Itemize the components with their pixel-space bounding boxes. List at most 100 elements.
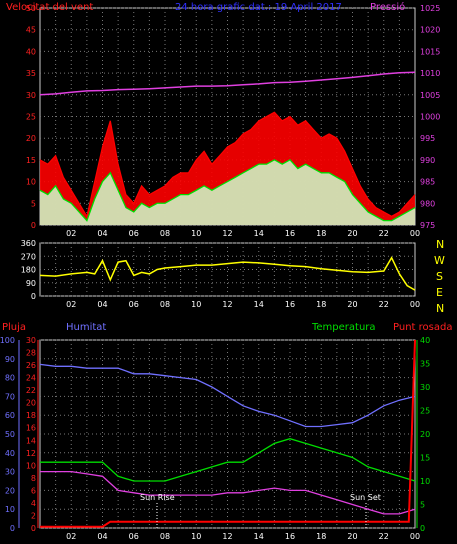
rain-tick-label: 0	[31, 524, 36, 533]
sunset-annotation: Sun Set	[350, 493, 381, 502]
series-line-punt-rosada	[40, 470, 416, 515]
wind-speed-tick-label: 35	[26, 69, 36, 78]
pressure-tick-label: 1010	[420, 69, 440, 78]
x-tick-label: 12	[222, 229, 232, 238]
humidity-tick-label: 40	[5, 449, 15, 458]
wind-speed-tick-label: 40	[26, 47, 36, 56]
rain-tick-label: 2	[31, 511, 36, 520]
x-tick-label: 02	[66, 300, 76, 309]
pressure-tick-label: 985	[420, 178, 435, 187]
pressure-tick-label: 1000	[420, 113, 440, 122]
series-line-humitat	[39, 363, 416, 428]
x-tick-label: 20	[347, 300, 357, 309]
humidity-tick-label: 0	[10, 524, 15, 533]
rain-tick-label: 20	[26, 399, 36, 408]
wind-speed-tick-label: 5	[31, 199, 36, 208]
wind-speed-tick-label: 20	[26, 134, 36, 143]
x-tick-label: 14	[254, 300, 264, 309]
temperature-tick-label: 15	[420, 454, 430, 463]
wind-speed-axis-label: Velocitat del vent	[6, 2, 93, 13]
x-tick-label: 00	[410, 300, 420, 309]
humidity-tick-label: 20	[5, 486, 15, 495]
humidity-tick-label: 30	[5, 468, 15, 477]
temperature-tick-label: 0	[420, 524, 425, 533]
series-line-mean-top	[39, 159, 416, 222]
rain-tick-label: 4	[31, 499, 36, 508]
x-tick-label: 18	[316, 229, 326, 238]
temperature-tick-label: 40	[420, 336, 430, 345]
series-line-temperatura	[40, 438, 416, 482]
temperature-tick-label: 5	[420, 501, 425, 510]
x-tick-label: 20	[347, 532, 357, 541]
x-tick-label: 10	[191, 229, 201, 238]
series-line-pressió	[39, 71, 416, 96]
pressure-axis-label: Pressió	[370, 1, 405, 13]
humidity-tick-label: 80	[5, 374, 15, 383]
humidity-tick-label: 100	[0, 336, 15, 345]
x-tick-label: 02	[66, 229, 76, 238]
rain-tick-label: 12	[26, 449, 36, 458]
compass-label-s: S	[436, 270, 443, 283]
x-tick-label: 10	[191, 532, 201, 541]
pressure-tick-label: 975	[420, 221, 435, 230]
temperature-tick-label: 25	[420, 407, 430, 416]
rain-tick-label: 6	[31, 486, 36, 495]
x-tick-label: 16	[285, 229, 295, 238]
series-area-mean-fill	[40, 159, 415, 225]
rain-axis-label: Pluja	[2, 322, 26, 333]
series-line-pluja	[40, 339, 416, 528]
rain-tick-label: 22	[26, 386, 36, 395]
x-tick-label: 20	[347, 229, 357, 238]
rain-tick-label: 30	[26, 336, 36, 345]
pressure-tick-label: 995	[420, 134, 435, 143]
x-tick-label: 22	[379, 300, 389, 309]
x-tick-label: 14	[254, 229, 264, 238]
compass-label-n-top: N	[436, 238, 444, 251]
wind-direction-tick-label: 180	[21, 266, 36, 275]
humidity-tick-label: 90	[5, 355, 15, 364]
compass-label-w: W	[434, 254, 445, 267]
x-tick-label: 22	[379, 229, 389, 238]
wind-direction-tick-label: 270	[21, 252, 36, 261]
sunrise-annotation: Sun Rise	[140, 493, 175, 502]
temperature-tick-label: 10	[420, 477, 430, 486]
x-tick-label: 06	[129, 300, 139, 309]
x-tick-label: 22	[379, 532, 389, 541]
wind-speed-tick-label: 50	[26, 4, 36, 13]
x-tick-label: 16	[285, 300, 295, 309]
x-tick-label: 04	[97, 300, 107, 309]
dewpoint-axis-label: Punt rosada	[393, 322, 452, 333]
wind-speed-tick-label: 10	[26, 178, 36, 187]
wind-direction-tick-label: 360	[21, 239, 36, 248]
wind-speed-tick-label: 0	[31, 221, 36, 230]
x-tick-label: 00	[410, 532, 420, 541]
x-tick-label: 14	[254, 532, 264, 541]
pressure-tick-label: 1015	[420, 47, 440, 56]
chart-title: 24 hora grafic dat.: 19 April 2017	[175, 2, 342, 13]
rain-tick-label: 26	[26, 361, 36, 370]
x-tick-label: 06	[129, 532, 139, 541]
rain-tick-label: 16	[26, 424, 36, 433]
x-tick-label: 18	[316, 532, 326, 541]
rain-tick-label: 24	[26, 374, 36, 383]
wind-direction-tick-label: 0	[31, 292, 36, 301]
x-tick-label: 10	[191, 300, 201, 309]
compass-label-n-bottom: N	[436, 302, 444, 315]
humidity-tick-label: 70	[5, 392, 15, 401]
temperature-axis-label: Temperatura	[311, 322, 376, 333]
x-tick-label: 02	[66, 532, 76, 541]
rain-tick-label: 28	[26, 349, 36, 358]
pressure-tick-label: 1020	[420, 26, 440, 35]
series	[39, 71, 416, 528]
x-tick-label: 04	[97, 229, 107, 238]
rain-tick-label: 8	[31, 474, 36, 483]
humidity-tick-label: 10	[5, 505, 15, 514]
series-line-wind-direction	[39, 256, 416, 291]
temperature-tick-label: 30	[420, 383, 430, 392]
temperature-tick-label: 35	[420, 360, 430, 369]
x-tick-label: 18	[316, 300, 326, 309]
x-tick-label: 12	[222, 532, 232, 541]
x-tick-label: 08	[160, 300, 170, 309]
